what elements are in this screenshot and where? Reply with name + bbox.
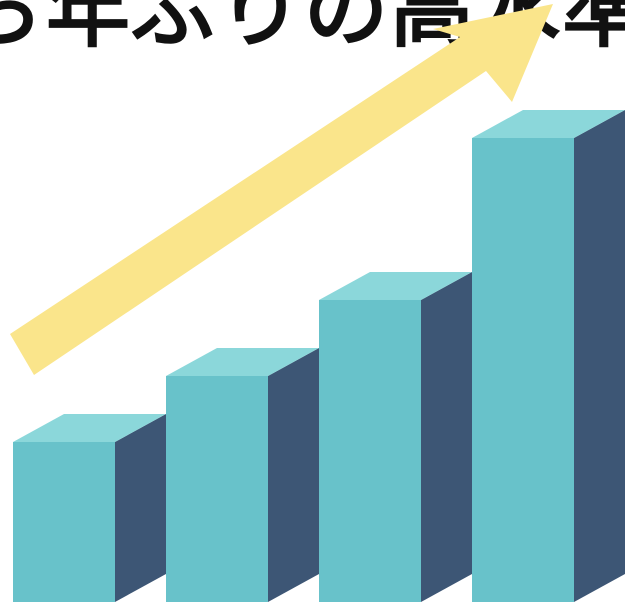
trend-arrow: [10, 4, 553, 375]
bar-3-front: [319, 300, 421, 602]
bar-2-side: [268, 348, 319, 602]
bar-3-side: [421, 272, 472, 602]
bar-2-front: [166, 376, 268, 602]
bar-4-top: [472, 110, 625, 138]
bar-2-top: [166, 348, 319, 376]
bar-4-front: [472, 138, 574, 602]
bar-4-side: [574, 110, 625, 602]
bar-1-front: [13, 442, 115, 602]
bar-3-top: [319, 272, 472, 300]
bar-1-top: [13, 414, 166, 442]
bars-group: [13, 110, 625, 602]
bar-1-side: [115, 414, 166, 602]
